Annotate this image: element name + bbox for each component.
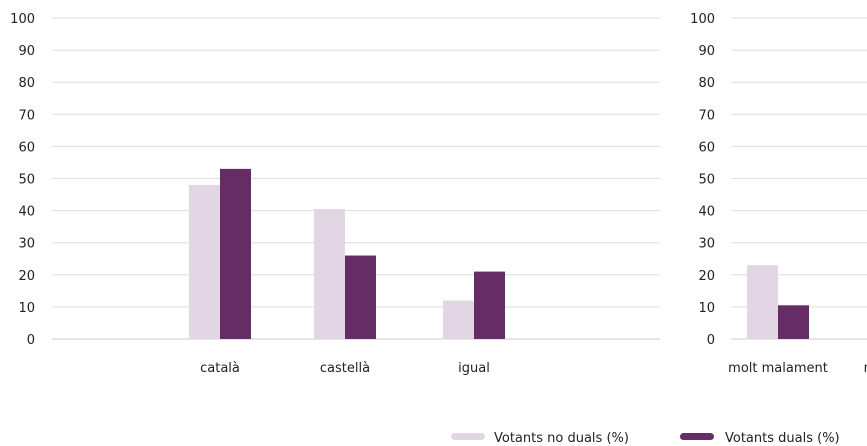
- y-tick-label: 100: [690, 12, 715, 27]
- y-tick-label: 50: [18, 173, 35, 188]
- legend-swatch-no-duals: [451, 433, 485, 440]
- bar-duals: [778, 305, 809, 339]
- legend-label: Votants duals (%): [725, 431, 840, 446]
- y-tick-label: 50: [698, 173, 715, 188]
- x-category-label: molt malament: [728, 361, 828, 376]
- y-tick-label: 90: [698, 44, 715, 59]
- y-tick-label: 90: [18, 44, 35, 59]
- y-tick-label: 20: [18, 269, 35, 284]
- bar-no-duals: [314, 208, 345, 339]
- bar-no-duals: [747, 265, 778, 339]
- bar-duals: [345, 255, 376, 339]
- bar-duals: [474, 271, 505, 339]
- y-tick-label: 0: [707, 333, 715, 348]
- y-tick-label: 30: [18, 237, 35, 252]
- bar-no-duals: [189, 184, 220, 339]
- y-tick-label: 0: [27, 333, 35, 348]
- y-tick-label: 30: [698, 237, 715, 252]
- y-tick-label: 40: [698, 205, 715, 220]
- legend-label: Votants no duals (%): [494, 431, 629, 446]
- y-tick-label: 20: [698, 269, 715, 284]
- chart-language-preference: 0 10 20 30 40 50 60 70 80 90 100 català castellà igua…: [10, 12, 660, 376]
- chart-rating: 0 10 20 30 40 50 60 70 80 90 100 molt malament m: [690, 12, 867, 376]
- y-tick-label: 40: [18, 205, 35, 220]
- y-tick-label: 70: [18, 108, 35, 123]
- x-category-label: igual: [458, 361, 490, 376]
- x-category-label: m: [864, 361, 867, 376]
- y-tick-label: 70: [698, 108, 715, 123]
- y-tick-label: 60: [18, 140, 35, 155]
- y-tick-label: 100: [10, 12, 35, 27]
- legend: Votants no duals (%) Votants duals (%): [451, 431, 840, 446]
- y-tick-label: 10: [698, 301, 715, 316]
- y-tick-label: 10: [18, 301, 35, 316]
- legend-swatch-duals: [680, 433, 714, 440]
- x-category-label: català: [200, 361, 240, 376]
- y-tick-label: 60: [698, 140, 715, 155]
- y-tick-label: 80: [18, 76, 35, 91]
- y-tick-label: 80: [698, 76, 715, 91]
- x-category-label: castellà: [320, 361, 370, 376]
- bar-no-duals: [443, 300, 474, 339]
- bar-duals: [220, 168, 251, 339]
